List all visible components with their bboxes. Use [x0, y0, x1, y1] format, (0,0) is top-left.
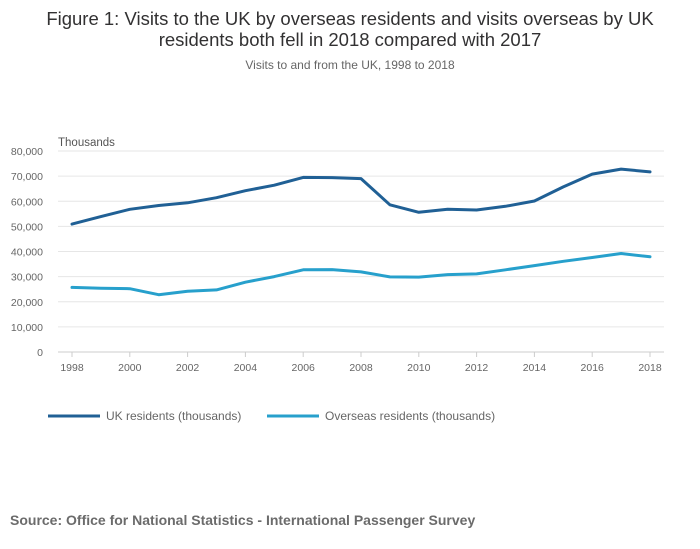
y-tick-label: 0 [37, 347, 43, 359]
y-tick-label: 50,000 [11, 221, 43, 233]
series-line-uk-residents [70, 167, 652, 226]
x-tick-label: 2014 [523, 362, 547, 374]
x-tick-label: 2008 [349, 362, 373, 374]
chart-subtitle: Visits to and from the UK, 1998 to 2018 [245, 58, 455, 72]
x-tick-label: 1998 [60, 362, 84, 374]
y-tick-label: 70,000 [11, 171, 43, 183]
x-tick-label: 2004 [234, 362, 258, 374]
series-line-overseas-residents [70, 252, 652, 297]
legend-label: Overseas residents (thousands) [325, 409, 495, 423]
x-tick-label: 2002 [176, 362, 200, 374]
source-note: Source: Office for National Statistics -… [10, 512, 476, 528]
y-tick-label: 10,000 [11, 322, 43, 334]
chart-title: Figure 1: Visits to the UK by overseas r… [46, 8, 654, 50]
x-tick-label: 2006 [292, 362, 316, 374]
y-tick-label: 30,000 [11, 272, 43, 284]
legend-label: UK residents (thousands) [106, 409, 241, 423]
x-tick-label: 2012 [465, 362, 489, 374]
y-tick-label: 60,000 [11, 196, 43, 208]
x-tick-label: 2010 [407, 362, 431, 374]
x-tick-label: 2018 [638, 362, 662, 374]
y-tick-label: 80,000 [11, 146, 43, 158]
x-tick-label: 2000 [118, 362, 142, 374]
y-tick-label: 20,000 [11, 297, 43, 309]
y-tick-label: 40,000 [11, 247, 43, 259]
x-tick-label: 2016 [581, 362, 605, 374]
y-axis-label: Thousands [58, 137, 115, 149]
